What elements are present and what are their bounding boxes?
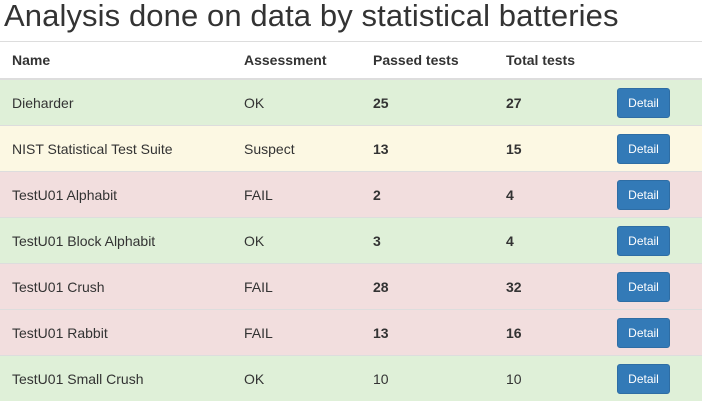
cell-assessment: OK <box>232 78 361 126</box>
table-row: TestU01 Small Crush OK 10 10 Detail <box>0 355 702 401</box>
cell-name: TestU01 Rabbit <box>0 309 232 356</box>
table-row: NIST Statistical Test Suite Suspect 13 1… <box>0 125 702 172</box>
column-header-passed-tests: Passed tests <box>361 41 494 80</box>
cell-assessment: FAIL <box>232 171 361 218</box>
detail-button[interactable]: Detail <box>617 179 670 210</box>
detail-button[interactable]: Detail <box>617 133 670 164</box>
table-row: TestU01 Alphabit FAIL 2 4 Detail <box>0 171 702 218</box>
cell-passed-tests: 3 <box>361 217 494 264</box>
cell-assessment: FAIL <box>232 309 361 356</box>
column-header-action <box>605 41 702 80</box>
table-row: TestU01 Block Alphabit OK 3 4 Detail <box>0 217 702 264</box>
cell-name: TestU01 Small Crush <box>0 355 232 401</box>
cell-passed-tests: 2 <box>361 171 494 218</box>
cell-name: TestU01 Crush <box>0 263 232 310</box>
cell-assessment: OK <box>232 217 361 264</box>
cell-assessment: OK <box>232 355 361 401</box>
page-title: Analysis done on data by statistical bat… <box>4 0 619 33</box>
cell-passed-tests: 25 <box>361 78 494 126</box>
cell-total-tests: 27 <box>494 78 605 126</box>
table-row: TestU01 Rabbit FAIL 13 16 Detail <box>0 309 702 356</box>
cell-name: NIST Statistical Test Suite <box>0 125 232 172</box>
detail-button[interactable]: Detail <box>617 363 670 394</box>
table-header-row: Name Assessment Passed tests Total tests <box>0 41 702 80</box>
column-header-name: Name <box>0 41 232 80</box>
cell-name: TestU01 Alphabit <box>0 171 232 218</box>
cell-name: TestU01 Block Alphabit <box>0 217 232 264</box>
cell-passed-tests: 10 <box>361 355 494 401</box>
table-row: Dieharder OK 25 27 Detail <box>0 78 702 126</box>
cell-passed-tests: 28 <box>361 263 494 310</box>
cell-passed-tests: 13 <box>361 309 494 356</box>
detail-button[interactable]: Detail <box>617 317 670 348</box>
detail-button[interactable]: Detail <box>617 225 670 256</box>
table-row: TestU01 Crush FAIL 28 32 Detail <box>0 263 702 310</box>
column-header-total-tests: Total tests <box>494 41 605 80</box>
cell-total-tests: 10 <box>494 355 605 401</box>
cell-passed-tests: 13 <box>361 125 494 172</box>
cell-action: Detail <box>605 217 702 264</box>
cell-action: Detail <box>605 309 702 356</box>
cell-total-tests: 4 <box>494 171 605 218</box>
detail-button[interactable]: Detail <box>617 271 670 302</box>
cell-name: Dieharder <box>0 78 232 126</box>
column-header-assessment: Assessment <box>232 41 361 80</box>
cell-total-tests: 32 <box>494 263 605 310</box>
cell-action: Detail <box>605 171 702 218</box>
results-table: Name Assessment Passed tests Total tests… <box>0 41 702 401</box>
cell-assessment: FAIL <box>232 263 361 310</box>
cell-action: Detail <box>605 78 702 126</box>
cell-total-tests: 16 <box>494 309 605 356</box>
table-body: Dieharder OK 25 27 Detail NIST Statistic… <box>0 78 702 401</box>
cell-total-tests: 15 <box>494 125 605 172</box>
cell-action: Detail <box>605 263 702 310</box>
cell-assessment: Suspect <box>232 125 361 172</box>
cell-action: Detail <box>605 355 702 401</box>
cell-action: Detail <box>605 125 702 172</box>
cell-total-tests: 4 <box>494 217 605 264</box>
detail-button[interactable]: Detail <box>617 87 670 118</box>
